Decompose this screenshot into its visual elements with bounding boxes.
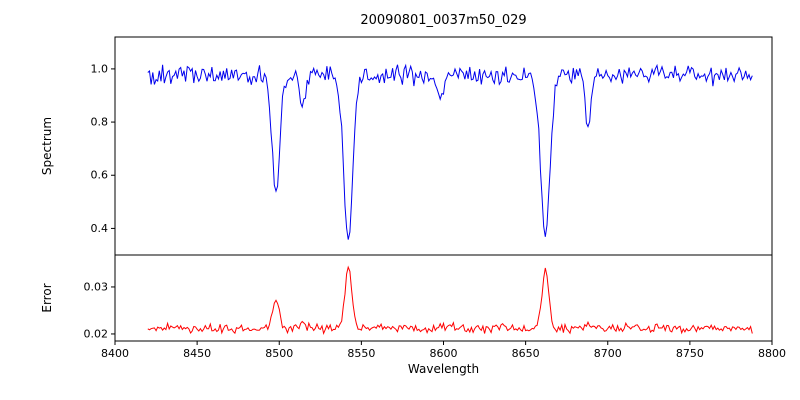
spectrum-y-tick-label: 1.0 <box>91 62 109 75</box>
spectrum-y-tick-label: 0.6 <box>91 169 109 182</box>
x-tick-label: 8600 <box>430 347 458 360</box>
error-y-tick-label: 0.02 <box>84 327 109 340</box>
x-tick-label: 8400 <box>101 347 129 360</box>
x-tick-label: 8550 <box>347 347 375 360</box>
x-axis-label: Wavelength <box>407 362 480 376</box>
error-line <box>147 265 753 336</box>
x-tick-label: 8650 <box>512 347 540 360</box>
spectrum-y-tick-label: 0.4 <box>91 222 109 235</box>
x-tick-label: 8800 <box>758 347 786 360</box>
error-y-tick-label: 0.03 <box>84 280 109 293</box>
x-tick-label: 8700 <box>594 347 622 360</box>
x-tick-label: 8750 <box>676 347 704 360</box>
spectrum-line <box>147 63 753 240</box>
x-tick-label: 8500 <box>265 347 293 360</box>
x-tick-label: 8450 <box>183 347 211 360</box>
chart-title: 20090801_0037m50_029 <box>360 13 527 28</box>
spectrum-y-tick-label: 0.8 <box>91 116 109 129</box>
spectrum-axes-frame <box>114 36 773 256</box>
